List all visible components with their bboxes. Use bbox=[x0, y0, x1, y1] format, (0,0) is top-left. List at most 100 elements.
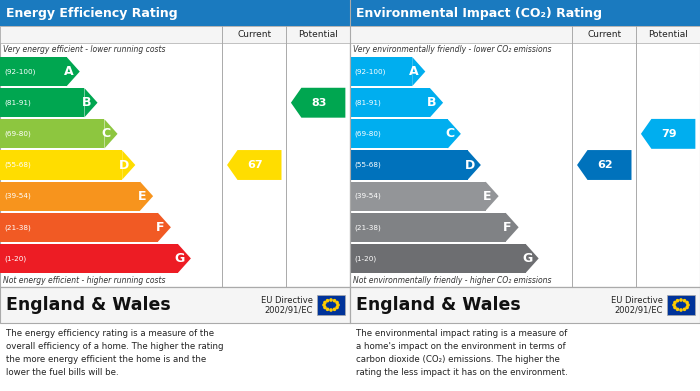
Text: The environmental impact rating is a measure of
a home's impact on the environme: The environmental impact rating is a mea… bbox=[356, 329, 568, 377]
Circle shape bbox=[323, 304, 325, 306]
Circle shape bbox=[673, 304, 675, 306]
Bar bbox=[0, 119, 104, 149]
Text: (1-20): (1-20) bbox=[4, 255, 26, 262]
Polygon shape bbox=[468, 151, 481, 179]
Bar bbox=[0, 323, 350, 391]
Text: (69-80): (69-80) bbox=[4, 131, 31, 137]
Text: G: G bbox=[174, 252, 185, 265]
Text: (55-68): (55-68) bbox=[4, 162, 31, 168]
Circle shape bbox=[676, 300, 678, 302]
Text: E: E bbox=[483, 190, 492, 203]
Circle shape bbox=[683, 300, 685, 302]
Bar bbox=[350, 323, 700, 391]
Text: C: C bbox=[102, 127, 111, 140]
Text: England & Wales: England & Wales bbox=[356, 296, 521, 314]
Text: (81-91): (81-91) bbox=[4, 99, 31, 106]
Circle shape bbox=[674, 307, 676, 308]
Polygon shape bbox=[448, 119, 461, 149]
Circle shape bbox=[330, 309, 332, 311]
Bar bbox=[350, 88, 430, 117]
Text: (39-54): (39-54) bbox=[354, 193, 381, 199]
Circle shape bbox=[676, 308, 678, 310]
Polygon shape bbox=[505, 213, 519, 242]
Circle shape bbox=[680, 299, 682, 301]
Polygon shape bbox=[178, 244, 191, 273]
Text: 83: 83 bbox=[311, 98, 326, 108]
Polygon shape bbox=[66, 57, 80, 86]
Bar bbox=[667, 295, 695, 315]
Polygon shape bbox=[526, 244, 539, 273]
Text: Very environmentally friendly - lower CO₂ emissions: Very environmentally friendly - lower CO… bbox=[353, 45, 552, 54]
Circle shape bbox=[687, 304, 689, 306]
Bar bbox=[350, 213, 505, 242]
Text: (21-38): (21-38) bbox=[4, 224, 31, 231]
Polygon shape bbox=[227, 150, 281, 180]
Bar bbox=[0, 151, 122, 179]
Text: (39-54): (39-54) bbox=[4, 193, 31, 199]
Circle shape bbox=[336, 307, 338, 308]
Bar bbox=[350, 26, 700, 43]
Bar bbox=[350, 287, 700, 323]
Circle shape bbox=[683, 308, 685, 310]
Text: F: F bbox=[155, 221, 164, 234]
Text: EU Directive: EU Directive bbox=[611, 296, 663, 305]
Text: Environmental Impact (CO₂) Rating: Environmental Impact (CO₂) Rating bbox=[356, 7, 602, 20]
Text: (1-20): (1-20) bbox=[354, 255, 376, 262]
Text: A: A bbox=[410, 65, 419, 78]
Text: (92-100): (92-100) bbox=[354, 68, 386, 75]
Bar bbox=[350, 26, 700, 287]
Bar bbox=[350, 57, 412, 86]
Circle shape bbox=[326, 308, 328, 310]
Polygon shape bbox=[85, 88, 97, 117]
Text: (81-91): (81-91) bbox=[354, 99, 381, 106]
Circle shape bbox=[330, 299, 332, 301]
Text: Energy Efficiency Rating: Energy Efficiency Rating bbox=[6, 7, 178, 20]
Circle shape bbox=[680, 309, 682, 311]
Text: F: F bbox=[503, 221, 512, 234]
Text: Current: Current bbox=[587, 30, 622, 39]
Bar bbox=[0, 26, 350, 43]
Text: EU Directive: EU Directive bbox=[261, 296, 313, 305]
Polygon shape bbox=[104, 119, 118, 149]
Bar bbox=[0, 88, 85, 117]
Bar bbox=[350, 244, 526, 273]
Text: D: D bbox=[465, 158, 475, 172]
Text: Not environmentally friendly - higher CO₂ emissions: Not environmentally friendly - higher CO… bbox=[353, 276, 552, 285]
Text: 62: 62 bbox=[597, 160, 612, 170]
Bar bbox=[0, 213, 158, 242]
Circle shape bbox=[324, 307, 326, 308]
Text: D: D bbox=[119, 158, 130, 172]
Text: E: E bbox=[138, 190, 146, 203]
Bar bbox=[0, 26, 350, 287]
Polygon shape bbox=[412, 57, 426, 86]
Text: (92-100): (92-100) bbox=[4, 68, 36, 75]
Text: England & Wales: England & Wales bbox=[6, 296, 171, 314]
Polygon shape bbox=[486, 181, 498, 211]
Text: 2002/91/EC: 2002/91/EC bbox=[265, 306, 313, 315]
Bar bbox=[0, 57, 66, 86]
Text: C: C bbox=[445, 127, 454, 140]
Polygon shape bbox=[140, 181, 153, 211]
Text: Not energy efficient - higher running costs: Not energy efficient - higher running co… bbox=[3, 276, 165, 285]
Text: Potential: Potential bbox=[298, 30, 338, 39]
Circle shape bbox=[324, 301, 326, 303]
Text: A: A bbox=[64, 65, 74, 78]
Circle shape bbox=[686, 301, 688, 303]
Polygon shape bbox=[430, 88, 443, 117]
Bar bbox=[0, 0, 350, 26]
Polygon shape bbox=[291, 88, 345, 118]
Circle shape bbox=[326, 300, 328, 302]
Circle shape bbox=[333, 308, 335, 310]
Bar bbox=[317, 295, 345, 315]
Text: (21-38): (21-38) bbox=[354, 224, 381, 231]
Text: 2002/91/EC: 2002/91/EC bbox=[615, 306, 663, 315]
Text: B: B bbox=[82, 96, 91, 109]
Bar bbox=[350, 151, 468, 179]
Bar bbox=[0, 287, 350, 323]
Text: G: G bbox=[522, 252, 533, 265]
Polygon shape bbox=[577, 150, 631, 180]
Polygon shape bbox=[122, 151, 135, 179]
Text: B: B bbox=[427, 96, 437, 109]
Bar bbox=[0, 181, 140, 211]
Text: The energy efficiency rating is a measure of the
overall efficiency of a home. T: The energy efficiency rating is a measur… bbox=[6, 329, 223, 377]
